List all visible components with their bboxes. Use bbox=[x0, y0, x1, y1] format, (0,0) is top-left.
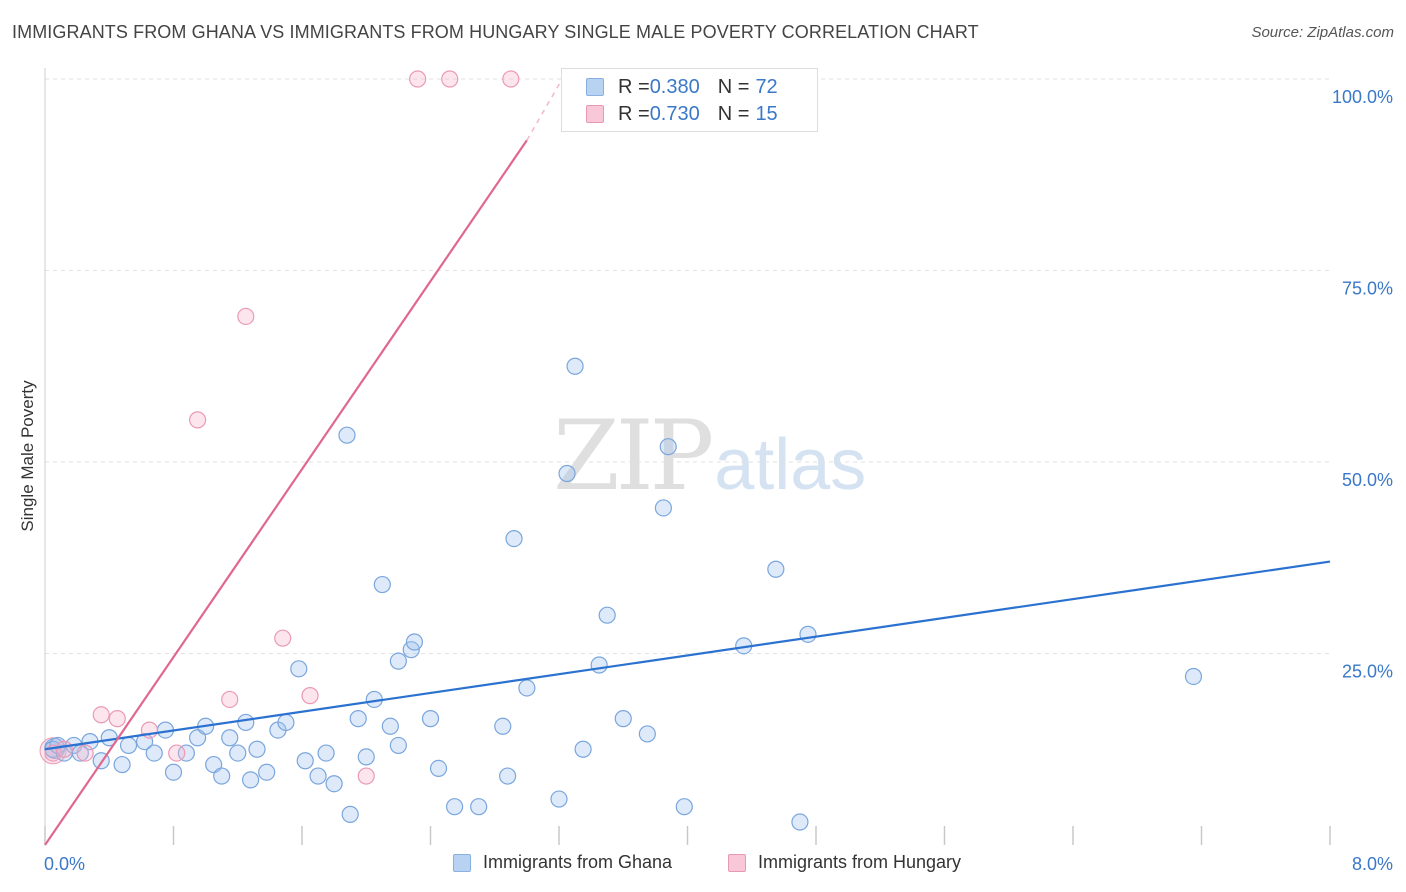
hungary-point bbox=[357, 767, 375, 785]
hungary-point bbox=[409, 70, 427, 88]
hungary-point bbox=[502, 70, 520, 88]
bottom-legend-swatch-ghana bbox=[453, 853, 471, 872]
ghana-point bbox=[429, 759, 448, 778]
legend-r-value: 0.380 bbox=[649, 75, 700, 98]
legend-n-value: 72 bbox=[755, 75, 778, 98]
watermark: ZIPatlas bbox=[553, 400, 866, 512]
ghana-point bbox=[675, 798, 693, 816]
hungary-point bbox=[92, 706, 110, 724]
ghana-point bbox=[550, 790, 568, 808]
ghana-point bbox=[258, 763, 276, 781]
ghana-point bbox=[1184, 667, 1203, 686]
ghana-point bbox=[638, 725, 656, 743]
ghana-point bbox=[659, 438, 677, 456]
ghana-point bbox=[325, 775, 343, 793]
ghana-point bbox=[381, 717, 399, 735]
ghana-point bbox=[791, 813, 809, 831]
ghana-point bbox=[341, 805, 359, 823]
ghana-point bbox=[494, 717, 512, 735]
legend-r-label: R = bbox=[618, 102, 650, 125]
ghana-point bbox=[248, 740, 266, 758]
ghana-point bbox=[296, 752, 314, 770]
ghana-point bbox=[349, 710, 367, 728]
y-tick-label: 50.0% bbox=[1342, 470, 1393, 490]
watermark-zip: ZIP bbox=[553, 400, 714, 512]
legend-r-label: R = bbox=[618, 75, 650, 98]
ghana-point bbox=[654, 499, 673, 517]
ghana-point bbox=[499, 767, 517, 785]
legend-n-label: N = bbox=[717, 102, 750, 125]
hungary-point bbox=[108, 710, 126, 728]
ghana-point bbox=[213, 767, 231, 785]
x-tick-label: 8.0% bbox=[1352, 854, 1393, 874]
trendline-ghana bbox=[44, 560, 1331, 751]
y-tick-label: 100.0% bbox=[1332, 87, 1393, 107]
ghana-point bbox=[317, 744, 335, 762]
hungary-point bbox=[221, 690, 239, 709]
ghana-point bbox=[237, 713, 255, 732]
ghana-point bbox=[242, 771, 260, 789]
hungary-point bbox=[168, 744, 186, 762]
legend-n-label: N = bbox=[717, 75, 750, 98]
legend-n-value: 15 bbox=[755, 102, 778, 125]
ghana-point bbox=[309, 767, 327, 785]
hungary-point bbox=[301, 687, 319, 705]
ghana-point bbox=[470, 798, 488, 816]
ghana-point bbox=[357, 748, 375, 766]
legend: R = 0.380 N = 72 R = 0.730 N = 15 bbox=[561, 68, 818, 132]
bottom-legend-label-hungary: Immigrants from Hungary bbox=[758, 852, 962, 872]
hungary-point bbox=[76, 744, 94, 762]
hungary-point bbox=[55, 740, 73, 758]
hungary-point bbox=[274, 629, 292, 647]
legend-r-value: 0.730 bbox=[649, 102, 700, 125]
watermark-atlas: atlas bbox=[714, 425, 867, 505]
legend-swatch-hungary bbox=[586, 105, 604, 123]
trendline-hungary bbox=[44, 139, 528, 846]
ghana-point bbox=[566, 357, 584, 375]
bottom-legend-swatch-hungary bbox=[728, 853, 746, 872]
legend-row-hungary: R = 0.730 N = 15 bbox=[586, 101, 778, 127]
ghana-point bbox=[229, 744, 247, 762]
ghana-point bbox=[145, 744, 163, 762]
ghana-point bbox=[445, 798, 464, 816]
bottom-legend-hungary: Immigrants from Hungary bbox=[728, 852, 961, 873]
y-tick-label: 75.0% bbox=[1342, 279, 1393, 299]
x-tick-label: 0.0% bbox=[44, 854, 85, 874]
source-label: Source: ZipAtlas.com bbox=[1251, 24, 1394, 41]
bottom-legend-ghana: Immigrants from Ghana bbox=[453, 852, 672, 873]
ghana-point bbox=[614, 710, 632, 728]
ghana-point bbox=[518, 679, 536, 697]
hungary-point bbox=[237, 307, 255, 326]
ghana-point bbox=[574, 740, 592, 758]
ghana-point bbox=[164, 763, 183, 781]
bottom-legend: Immigrants from Ghana Immigrants from Hu… bbox=[0, 852, 1406, 878]
ghana-point bbox=[177, 744, 195, 762]
ghana-point bbox=[405, 633, 424, 651]
hungary-point bbox=[188, 411, 207, 429]
y-tick-label: 25.0% bbox=[1342, 662, 1393, 682]
ghana-point bbox=[373, 575, 391, 594]
ghana-point bbox=[421, 710, 440, 728]
legend-row-ghana: R = 0.380 N = 72 bbox=[586, 74, 778, 100]
ghana-point bbox=[799, 625, 817, 643]
ghana-point bbox=[767, 560, 785, 578]
ghana-point bbox=[113, 755, 131, 774]
chart-title: IMMIGRANTS FROM GHANA VS IMMIGRANTS FROM… bbox=[12, 22, 979, 42]
ghana-point bbox=[558, 464, 576, 483]
ghana-point bbox=[221, 729, 239, 747]
ghana-point bbox=[389, 736, 407, 755]
ghana-point bbox=[389, 652, 407, 670]
bottom-legend-label-ghana: Immigrants from Ghana bbox=[483, 852, 673, 872]
ghana-point bbox=[119, 736, 138, 755]
ghana-point bbox=[277, 713, 295, 732]
ghana-point bbox=[338, 426, 356, 444]
ghana-point bbox=[290, 660, 308, 678]
trendline-hungary-extension bbox=[526, 78, 563, 141]
ghana-point bbox=[590, 656, 608, 674]
hungary-point bbox=[441, 70, 459, 88]
ghana-point bbox=[505, 529, 523, 548]
ghana-point bbox=[598, 606, 616, 624]
legend-swatch-ghana bbox=[586, 78, 604, 96]
